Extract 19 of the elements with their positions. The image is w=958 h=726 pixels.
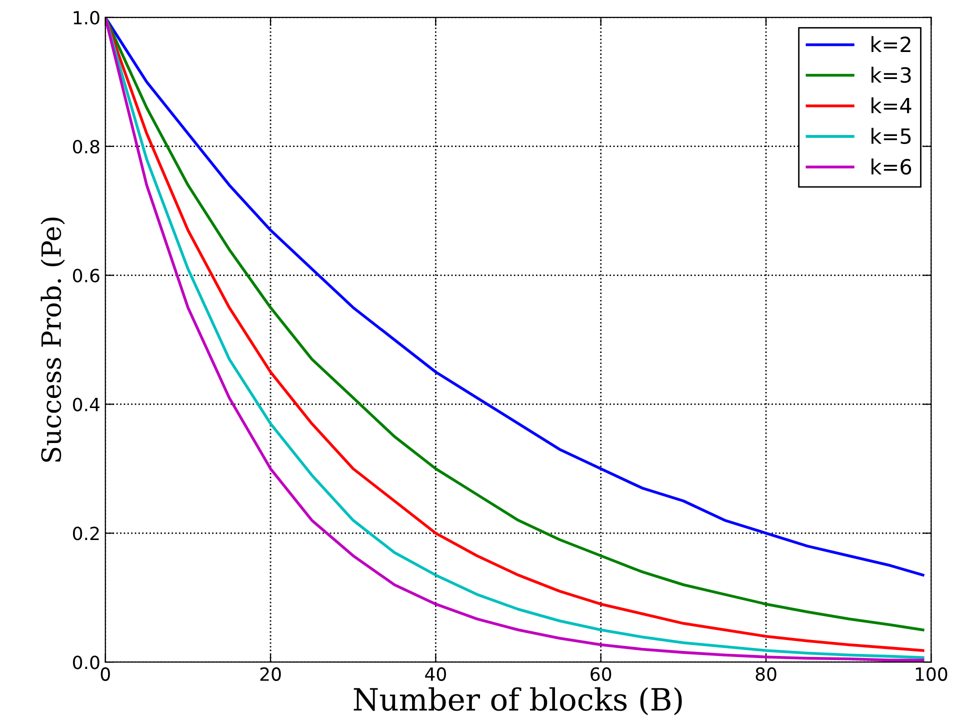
legend-label: k=4 (872, 97, 912, 114)
y-tick-label: 0.6 (72, 268, 100, 282)
legend-label: k=2 (872, 36, 910, 52)
y-tick-label: 0.2 (72, 526, 99, 540)
x-tick-label: 40 (425, 667, 446, 681)
x-tick-label: 100 (916, 667, 948, 681)
legend-label: k=5 (872, 128, 911, 144)
x-tick-label: 20 (260, 667, 281, 681)
x-tick-label: 60 (590, 667, 612, 681)
legend-label: k=6 (872, 158, 912, 175)
y-tick-label: 0.8 (72, 140, 100, 154)
y-axis-title: Success Prob. (Pe) (40, 218, 65, 462)
y-tick-label: 0.0 (72, 656, 100, 670)
x-tick-label: 0 (100, 667, 110, 681)
legend-label: k=3 (872, 66, 911, 83)
x-tick-label: 80 (756, 667, 776, 681)
y-tick-label: 0.4 (72, 398, 100, 412)
x-axis-title: Number of blocks (B) (354, 687, 682, 716)
y-tick-label: 1.0 (74, 10, 100, 25)
